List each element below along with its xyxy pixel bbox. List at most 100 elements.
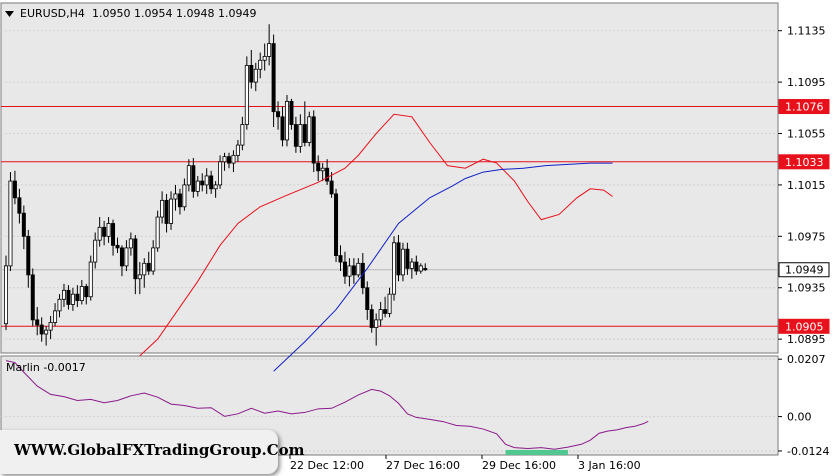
candle-body [365, 287, 370, 310]
candle-body [226, 156, 231, 164]
candle-body [155, 216, 160, 249]
candle-body [106, 223, 111, 237]
candle-body [88, 261, 93, 298]
current-price-tag-box [778, 262, 830, 278]
candle-body [218, 161, 223, 186]
ma-long-line [273, 162, 613, 372]
candle-body [418, 265, 423, 272]
y-tick-label: 1.1135 [787, 25, 826, 38]
candle-body [267, 43, 272, 57]
candle-body [356, 262, 361, 276]
y-tick-label: 1.0975 [787, 230, 826, 243]
candle-body [151, 247, 156, 272]
osc-tick-label: 0.0207 [787, 353, 826, 366]
candle-body [284, 100, 289, 141]
candle-body [70, 293, 75, 305]
y-tick-label: 1.1015 [787, 179, 826, 192]
candle-body [209, 175, 214, 190]
ohlc-values: 1.0950 1.0954 1.0948 1.0949 [92, 7, 256, 20]
candle-body [414, 261, 419, 272]
candle-body [249, 65, 254, 83]
candle-body [133, 238, 138, 280]
y-tick-label: 1.1055 [787, 128, 826, 141]
candle-body [302, 124, 307, 143]
candle-body [79, 286, 84, 301]
candle-body [392, 242, 397, 295]
candle-body [93, 239, 98, 263]
candle-body [369, 309, 374, 328]
level-tag-box [778, 99, 830, 115]
candle-body [235, 144, 240, 156]
horizontal-levels [1, 106, 778, 327]
candle-body [325, 167, 330, 182]
candle-body [53, 310, 58, 323]
candle-body [191, 165, 196, 192]
candle-body [405, 248, 410, 269]
oscillator-line [5, 360, 649, 450]
candle-body [298, 124, 303, 147]
candle-body [222, 156, 227, 163]
candle-body [57, 298, 62, 312]
osc-tick-label: 0.00 [787, 411, 812, 424]
level-tag-label: 1.1033 [785, 156, 824, 169]
x-tick-label: 3 Jan 16:00 [578, 459, 641, 472]
y-tick-label: 1.1095 [787, 76, 826, 89]
x-tick-label: 27 Dec 16:00 [386, 459, 460, 472]
candle-body [30, 274, 35, 321]
candle-body [48, 322, 53, 331]
candle-body [231, 154, 236, 164]
triangle-down-icon[interactable] [5, 11, 14, 17]
level-tag-label: 1.1076 [785, 101, 824, 114]
candle-body [423, 268, 428, 271]
candle-body [115, 244, 120, 249]
candle-body [293, 124, 298, 147]
candle-body [262, 56, 267, 61]
candle-body [200, 180, 205, 186]
oscillator-axis: 0.0207 0.00 -0.0124 [778, 353, 829, 458]
candle-body [111, 223, 116, 246]
candle-body [378, 309, 383, 321]
level-tag-label: 1.0905 [785, 320, 824, 333]
candle-body [258, 59, 263, 70]
ma-short-line [139, 113, 613, 357]
oscillator-label: Marlin -0.0017 [6, 361, 86, 374]
candle-body [84, 286, 89, 298]
candle-body [169, 198, 174, 224]
candle-body [320, 167, 325, 172]
candle-body [17, 197, 22, 214]
candle-body [195, 180, 200, 192]
candle-body [173, 193, 178, 200]
candle-body [400, 248, 405, 276]
candle-body [351, 265, 356, 276]
candle-body [35, 319, 40, 326]
candle-body [128, 238, 133, 249]
candle-body [4, 265, 9, 325]
x-tick-label: 22 Dec 12:00 [290, 459, 364, 472]
watermark-banner: WWW.GlobalFXTradingGroup.Com [0, 430, 305, 474]
moving-averages [139, 113, 613, 372]
candle-body [44, 329, 49, 335]
candle-body [276, 111, 281, 118]
time-axis: 22 Dec 12:00 27 Dec 16:00 29 Dec 16:00 3 Ja… [289, 455, 641, 472]
y-tick-label: 1.0895 [787, 333, 826, 346]
candle-body [409, 261, 414, 269]
candle-body [204, 175, 209, 186]
candle-body [97, 226, 102, 241]
price-axis: 1.1135 1.1095 1.1055 1.1015 1.0975 1.0935 1.08… [778, 25, 830, 346]
candle-body [26, 235, 31, 276]
x-tick-label: 29 Dec 16:00 [482, 459, 556, 472]
level-tag-box [778, 154, 830, 170]
candle-body [177, 193, 182, 208]
candle-body [21, 212, 26, 237]
candle-body [182, 184, 187, 208]
candle-body [280, 116, 285, 141]
osc-tick-label: -0.0124 [787, 445, 829, 458]
candle-body [253, 68, 258, 83]
y-tick-label: 1.0935 [787, 282, 826, 295]
watermark-text: WWW.GlobalFXTradingGroup.Com [14, 441, 305, 459]
candle-body [338, 255, 343, 263]
candle-body [102, 226, 107, 237]
candle-body [137, 274, 142, 280]
candle-body [160, 199, 165, 218]
